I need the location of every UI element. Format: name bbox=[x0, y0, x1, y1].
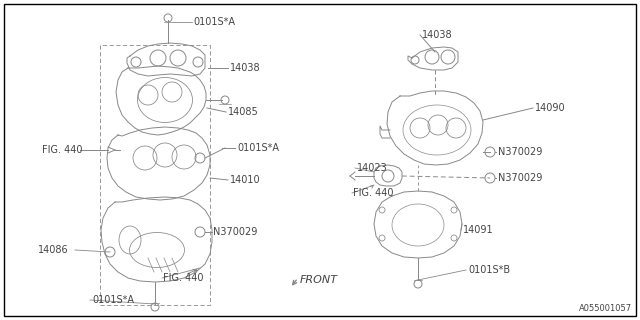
Text: FIG. 440: FIG. 440 bbox=[42, 145, 83, 155]
Text: 14090: 14090 bbox=[535, 103, 566, 113]
Text: 14038: 14038 bbox=[422, 30, 452, 40]
Text: 14010: 14010 bbox=[230, 175, 260, 185]
Text: 14086: 14086 bbox=[38, 245, 68, 255]
Text: FIG. 440: FIG. 440 bbox=[163, 273, 204, 283]
Text: N370029: N370029 bbox=[498, 147, 542, 157]
Text: 14023: 14023 bbox=[357, 163, 388, 173]
Text: N370029: N370029 bbox=[498, 173, 542, 183]
Text: 0101S*B: 0101S*B bbox=[468, 265, 510, 275]
Text: FRONT: FRONT bbox=[300, 275, 338, 285]
Text: 14085: 14085 bbox=[228, 107, 259, 117]
Text: 0101S*A: 0101S*A bbox=[92, 295, 134, 305]
Text: FIG. 440: FIG. 440 bbox=[353, 188, 394, 198]
Text: 14038: 14038 bbox=[230, 63, 260, 73]
Text: 0101S*A: 0101S*A bbox=[237, 143, 279, 153]
Text: A055001057: A055001057 bbox=[579, 304, 632, 313]
Text: 0101S*A: 0101S*A bbox=[193, 17, 235, 27]
Text: N370029: N370029 bbox=[213, 227, 257, 237]
Text: 14091: 14091 bbox=[463, 225, 493, 235]
